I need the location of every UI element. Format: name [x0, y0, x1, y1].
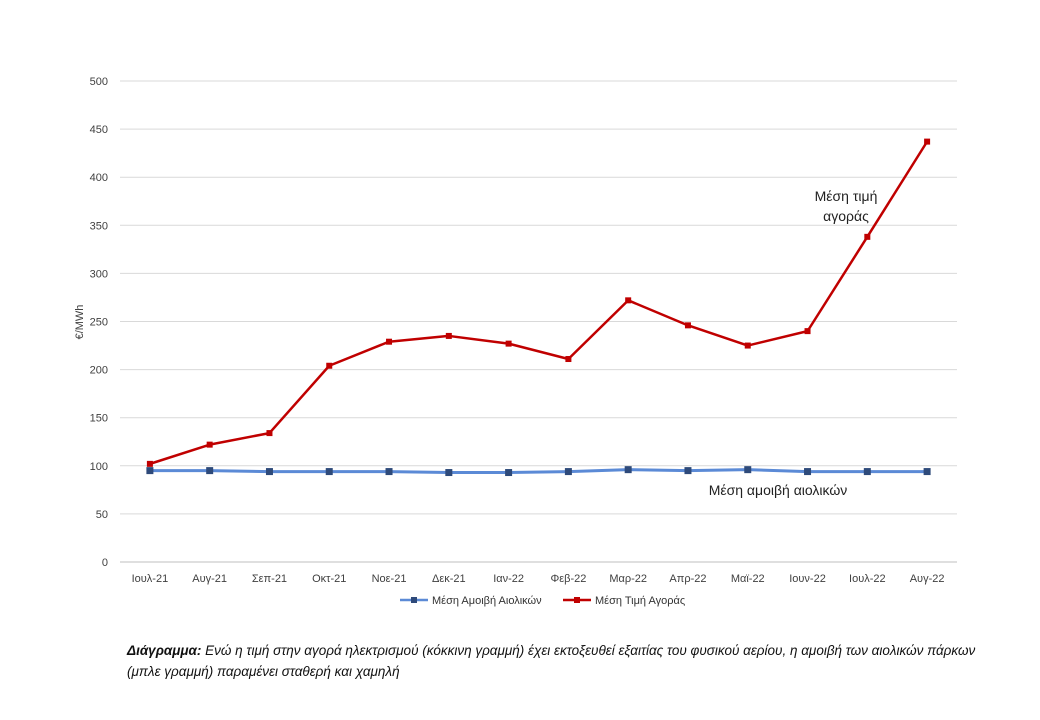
x-tick-label: Αυγ-22: [910, 573, 945, 585]
data-point: [744, 466, 752, 474]
y-axis-ticks: 0 50 100 150 200 250 300 350 400 450 500: [90, 76, 108, 569]
series-1: [146, 466, 931, 477]
data-point: [565, 356, 572, 363]
x-tick-label: Νοε-21: [372, 573, 407, 585]
x-tick-label: Μαϊ-22: [731, 573, 765, 585]
annotation-wind: Μέση αμοιβή αιολικών: [709, 482, 848, 498]
data-point: [505, 469, 513, 477]
data-point: [386, 338, 393, 345]
data-point: [146, 467, 154, 475]
data-point: [684, 322, 691, 329]
data-point: [445, 469, 453, 477]
data-point: [744, 342, 751, 349]
y-tick-label: 500: [90, 76, 108, 88]
data-point: [804, 328, 811, 335]
annotation-market-line2: αγοράς: [823, 208, 869, 224]
line-chart: 0 50 100 150 200 250 300 350 400 450 500 Ιουλ-21 Αυ…: [74, 76, 957, 607]
x-tick-label: Μαρ-22: [609, 573, 647, 585]
x-tick-label: Φεβ-22: [550, 573, 586, 585]
data-point: [445, 332, 452, 339]
x-tick-label: Αυγ-21: [192, 573, 227, 585]
series-line: [149, 468, 928, 475]
data-point: [804, 468, 812, 476]
x-tick-label: Σεπ-21: [252, 573, 287, 585]
caption-label: Διάγραμμα:: [127, 643, 202, 658]
legend-swatch-marker: [411, 597, 417, 603]
y-tick-label: 200: [90, 365, 108, 377]
y-tick-label: 150: [90, 413, 108, 425]
data-point: [864, 233, 871, 240]
data-point: [684, 467, 692, 475]
x-axis-ticks: Ιουλ-21 Αυγ-21 Σεπ-21 Οκτ-21 Νοε-21 Δεκ-21 Ιαν…: [132, 573, 945, 585]
y-tick-label: 250: [90, 317, 108, 329]
y-tick-label: 100: [90, 461, 108, 473]
y-tick-label: 400: [90, 172, 108, 184]
series-group: [146, 138, 931, 477]
caption-text: Ενώ η τιμή στην αγορά ηλεκτρισμού (κόκκι…: [127, 643, 976, 679]
y-tick-label: 0: [102, 557, 108, 569]
x-tick-label: Ιουλ-22: [849, 573, 886, 585]
data-point: [505, 340, 512, 347]
data-point: [265, 468, 273, 476]
caption: Διάγραμμα: Ενώ η τιμή στην αγορά ηλεκτρι…: [127, 640, 977, 682]
data-point: [625, 297, 632, 304]
data-point: [325, 468, 333, 476]
legend: Μέση Αμοιβή Αιολικών Μέση Τιμή Αγοράς: [400, 595, 685, 607]
series-2: [146, 138, 931, 467]
data-point: [924, 138, 931, 145]
series-line: [149, 140, 929, 466]
x-tick-label: Ιαν-22: [493, 573, 524, 585]
y-tick-label: 450: [90, 124, 108, 136]
x-tick-label: Ιουν-22: [789, 573, 826, 585]
data-point: [206, 441, 213, 448]
legend-label: Μέση Αμοιβή Αιολικών: [432, 595, 542, 607]
y-tick-label: 350: [90, 220, 108, 232]
data-point: [624, 466, 632, 474]
y-tick-label: 50: [96, 509, 108, 521]
annotation-market-line1: Μέση τιμή: [815, 188, 878, 204]
data-point: [206, 467, 214, 475]
data-point: [146, 460, 153, 467]
x-tick-label: Απρ-22: [669, 573, 706, 585]
data-point: [326, 362, 333, 369]
data-point: [564, 468, 572, 476]
legend-label: Μέση Τιμή Αγοράς: [595, 595, 685, 607]
x-tick-label: Οκτ-21: [312, 573, 346, 585]
y-tick-label: 300: [90, 268, 108, 280]
x-tick-label: Δεκ-21: [432, 573, 466, 585]
x-tick-label: Ιουλ-21: [132, 573, 169, 585]
y-axis-label: €/MWh: [74, 305, 86, 340]
data-point: [385, 468, 393, 476]
data-point: [266, 430, 273, 437]
gridlines: [120, 80, 957, 563]
data-point: [923, 468, 931, 476]
data-point: [863, 468, 871, 476]
legend-swatch-marker: [574, 597, 580, 603]
